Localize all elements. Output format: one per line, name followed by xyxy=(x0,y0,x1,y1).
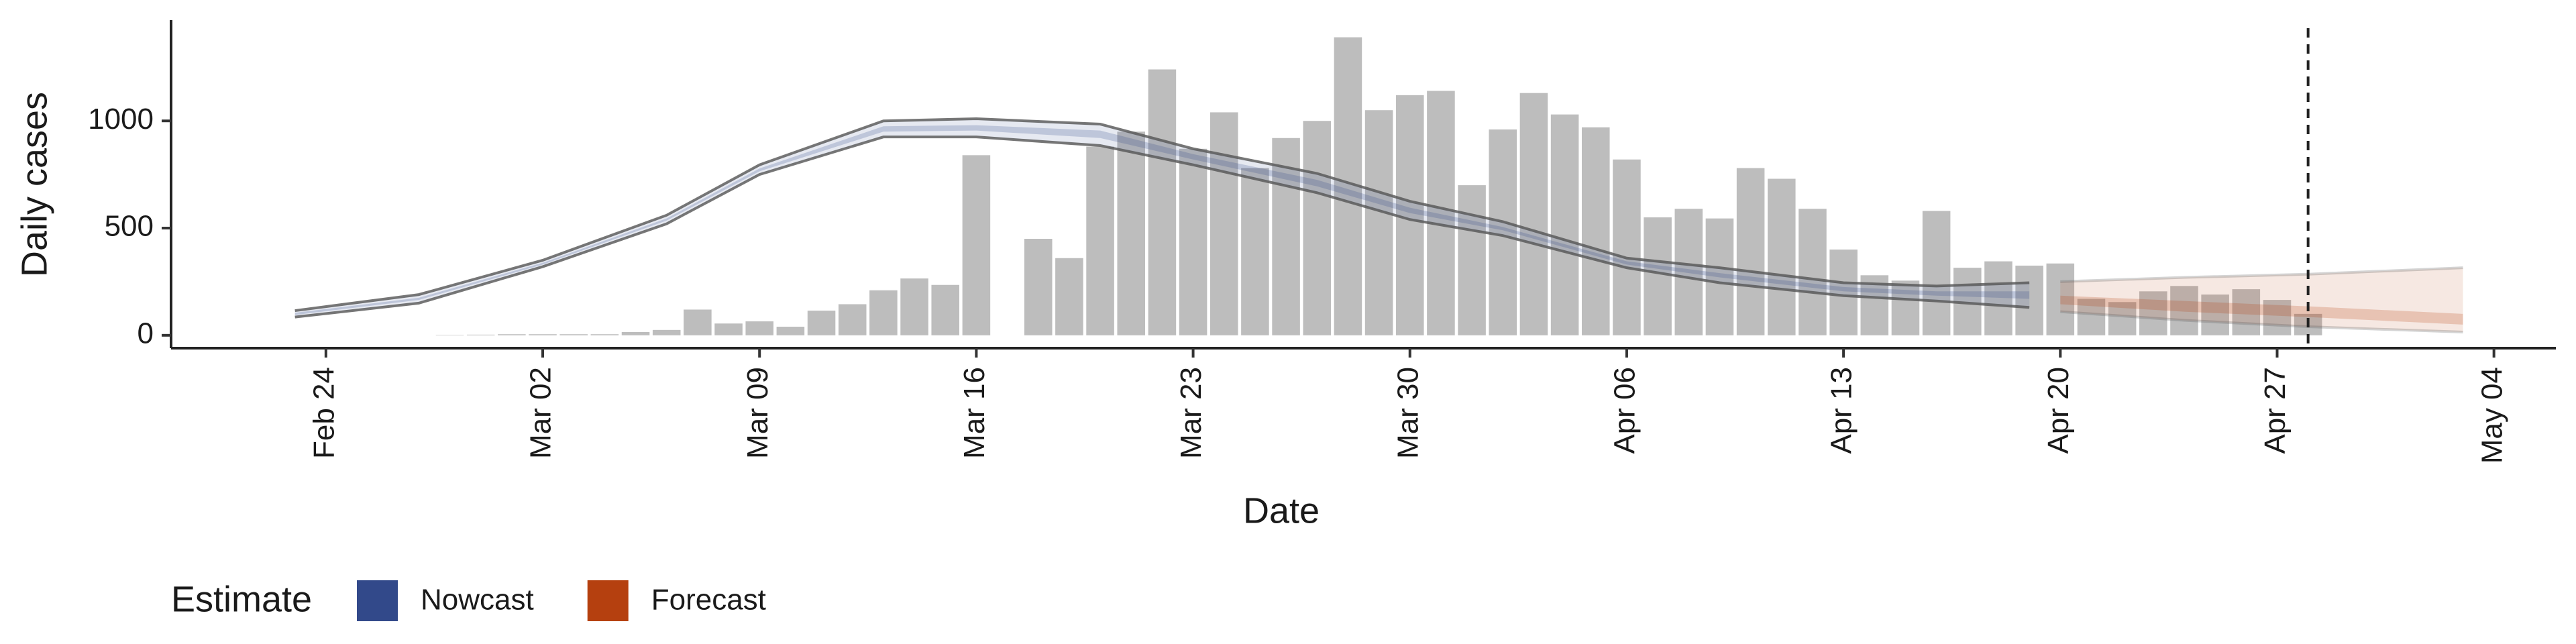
x-tick-label: Mar 09 xyxy=(741,367,774,459)
bar xyxy=(1550,114,1579,335)
bar xyxy=(900,278,928,335)
bar xyxy=(1117,131,1146,335)
bar xyxy=(1799,209,1827,335)
bar xyxy=(2139,291,2167,335)
x-tick-label: Mar 23 xyxy=(1175,367,1208,459)
bar xyxy=(869,290,898,335)
bar xyxy=(529,334,557,335)
bar xyxy=(1674,209,1703,335)
x-tick-label: Mar 02 xyxy=(525,367,557,459)
legend-swatch xyxy=(587,580,629,621)
ribbon-bound xyxy=(2060,266,2463,283)
bar xyxy=(2015,265,2043,335)
ribbon-bound xyxy=(2060,310,2463,334)
x-tick-label: May 04 xyxy=(2475,367,2508,464)
bar xyxy=(931,284,959,335)
bar xyxy=(2232,289,2261,335)
bar xyxy=(838,304,867,335)
bar xyxy=(1768,178,1796,335)
bar xyxy=(1613,159,1641,335)
bar xyxy=(498,334,526,335)
y-tick-label: 500 xyxy=(105,210,154,243)
bar xyxy=(684,309,712,335)
bar xyxy=(1519,93,1548,335)
bar xyxy=(559,334,588,335)
y-axis-title: Daily cases xyxy=(14,92,54,277)
bar xyxy=(1458,185,1486,335)
bar xyxy=(1055,258,1083,335)
bar xyxy=(1024,239,1053,335)
bar xyxy=(2170,286,2198,335)
bar xyxy=(1829,249,1858,335)
bar xyxy=(1489,129,1517,335)
ribbon-bound xyxy=(294,117,2030,313)
bar xyxy=(1395,95,1424,335)
y-tick-label: 0 xyxy=(138,317,154,350)
legend-label: Forecast xyxy=(651,584,766,616)
x-tick-label: Apr 06 xyxy=(1609,367,1642,454)
bar xyxy=(1736,168,1765,335)
bar xyxy=(1086,146,1114,335)
bar xyxy=(714,323,743,335)
bar xyxy=(1241,168,1269,335)
legend-label: Nowcast xyxy=(421,584,534,616)
bar xyxy=(590,334,619,335)
bar xyxy=(1644,217,1672,335)
ribbon-50 xyxy=(2060,295,2463,325)
bar xyxy=(652,329,681,335)
bar xyxy=(1148,69,1177,335)
bar xyxy=(1179,148,1208,335)
bar xyxy=(2077,299,2106,335)
bar xyxy=(1705,218,1734,335)
bar xyxy=(1427,91,1455,335)
y-tick-label: 1000 xyxy=(88,103,154,136)
bar xyxy=(1581,127,1610,335)
bar xyxy=(745,321,773,335)
ribbon-90 xyxy=(2060,268,2463,333)
bar xyxy=(621,332,650,335)
ribbon-bound xyxy=(294,136,2030,319)
bar xyxy=(1272,138,1300,335)
x-tick-label: Mar 30 xyxy=(1391,367,1424,459)
legend-swatch xyxy=(357,580,398,621)
x-tick-label: Apr 20 xyxy=(2042,367,2075,454)
x-tick-label: Apr 27 xyxy=(2259,367,2292,454)
bar xyxy=(1210,112,1238,335)
bar xyxy=(1922,211,1951,335)
x-tick-label: Mar 16 xyxy=(958,367,991,459)
legend-title: Estimate xyxy=(171,579,312,619)
bar xyxy=(1984,261,2012,335)
bar xyxy=(2108,302,2137,335)
bar xyxy=(1891,280,1920,335)
bar xyxy=(807,311,836,335)
bar xyxy=(776,327,805,335)
x-tick-label: Apr 13 xyxy=(1825,367,1858,454)
bar xyxy=(1303,121,1332,335)
bar xyxy=(2263,300,2292,335)
bar xyxy=(1364,110,1393,335)
bar xyxy=(2046,263,2075,335)
bar xyxy=(962,155,991,335)
x-tick-label: Feb 24 xyxy=(307,367,340,459)
x-axis-title: Date xyxy=(1243,490,1320,531)
bar xyxy=(2201,294,2229,335)
